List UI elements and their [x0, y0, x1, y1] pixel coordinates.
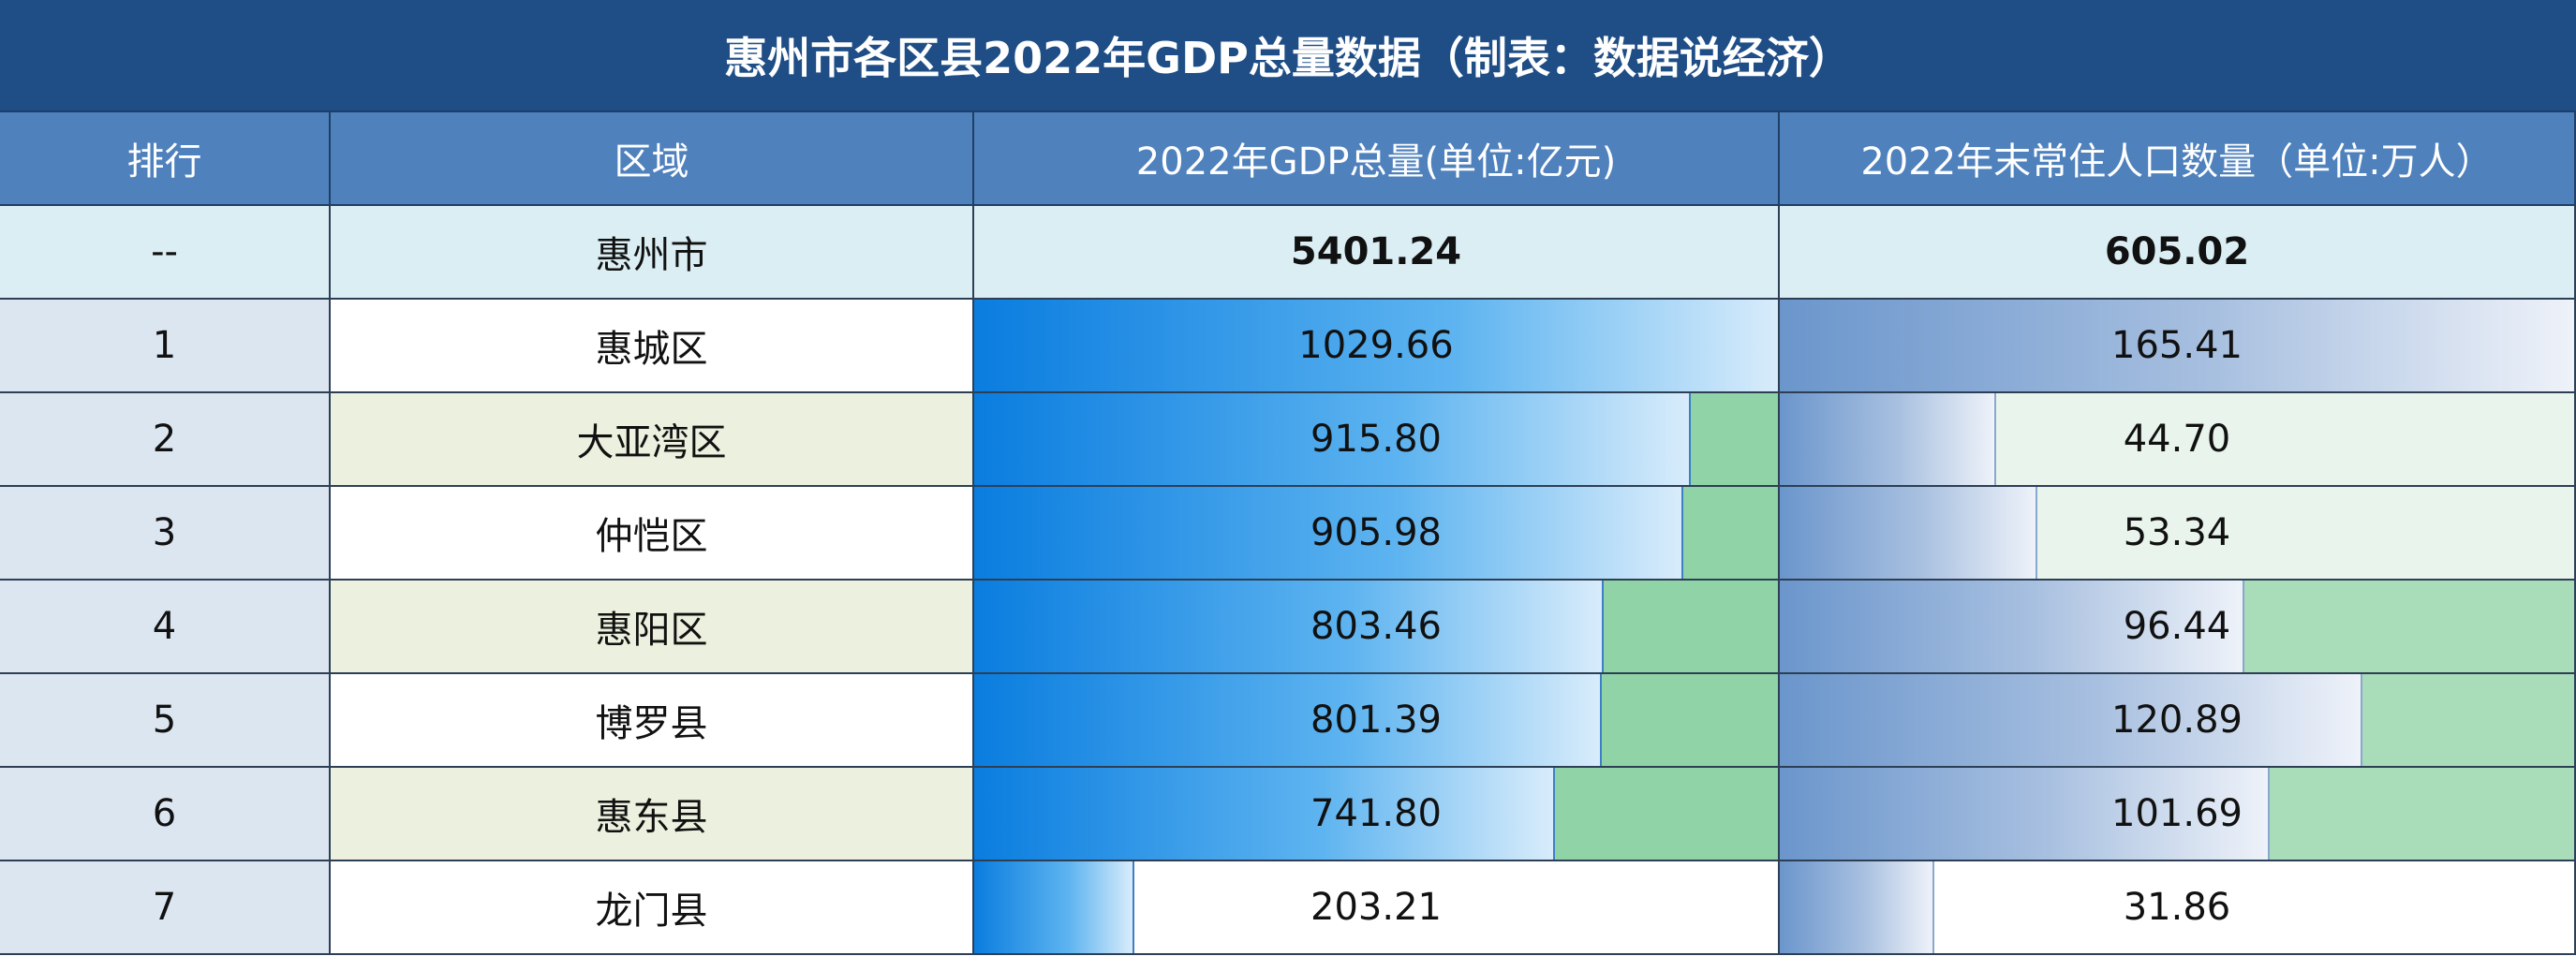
population-cell: 31.86 — [1780, 861, 2576, 955]
region-cell: 龙门县 — [331, 861, 974, 955]
rank-cell-text: 5 — [152, 699, 177, 742]
gdp-cell: 803.46 — [974, 581, 1780, 674]
region-cell: 大亚湾区 — [331, 393, 974, 487]
region-cell-text: 惠东县 — [595, 796, 708, 839]
rank-cell: 1 — [0, 300, 331, 393]
rank-cell: 6 — [0, 768, 331, 861]
header-region: 区域 — [331, 112, 974, 206]
gdp-cell-text: 203.21 — [1310, 886, 1442, 929]
table-row: 4 惠阳区 803.46 96.44 — [0, 581, 2576, 674]
table-row-total: -- 惠州市 5401.24 605.02 — [0, 206, 2576, 300]
rank-cell: 7 — [0, 861, 331, 955]
population-cell: 101.69 — [1780, 768, 2576, 861]
population-cell-text: 44.70 — [2123, 418, 2231, 461]
population-bar — [1780, 861, 1935, 953]
region-cell: 惠东县 — [331, 768, 974, 861]
region-cell-text: 仲恺区 — [595, 515, 708, 558]
gdp-bar — [974, 768, 1556, 860]
population-bar — [1780, 674, 2362, 766]
region-cell-text: 惠州市 — [595, 234, 708, 277]
population-cell-text: 101.69 — [2111, 792, 2243, 835]
gdp-bar — [974, 487, 1683, 579]
rank-cell-text: 3 — [152, 511, 177, 554]
region-cell: 惠城区 — [331, 300, 974, 393]
rank-cell-text: 2 — [152, 418, 177, 461]
header-gdp: 2022年GDP总量(单位:亿元) — [974, 112, 1780, 206]
population-cell: 44.70 — [1780, 393, 2576, 487]
gdp-bar — [974, 300, 1778, 391]
population-bar — [1780, 300, 2574, 391]
table-row: 3 仲恺区 905.98 53.34 — [0, 487, 2576, 581]
gdp-cell-text: 5401.24 — [1290, 230, 1462, 273]
region-cell-text: 博罗县 — [595, 702, 708, 745]
rank-cell: 5 — [0, 674, 331, 768]
gdp-cell-text: 905.98 — [1310, 511, 1442, 554]
gdp-cell: 905.98 — [974, 487, 1780, 581]
population-cell: 53.34 — [1780, 487, 2576, 581]
population-cell-text: 605.02 — [2104, 230, 2250, 273]
rank-cell-text: 4 — [152, 605, 177, 648]
rank-cell: 2 — [0, 393, 331, 487]
region-cell-text: 惠城区 — [595, 328, 708, 371]
rank-cell-text: 1 — [152, 324, 177, 367]
gdp-bar — [974, 674, 1602, 766]
gdp-bar — [974, 861, 1135, 953]
gdp-cell: 801.39 — [974, 674, 1780, 768]
rank-cell-text: -- — [151, 230, 178, 273]
rank-cell: 3 — [0, 487, 331, 581]
table-title: 惠州市各区县2022年GDP总量数据（制表：数据说经济） — [0, 0, 2576, 112]
region-cell: 博罗县 — [331, 674, 974, 768]
table-row: 6 惠东县 741.80 101.69 — [0, 768, 2576, 861]
population-cell-text: 53.34 — [2123, 511, 2231, 554]
population-cell: 120.89 — [1780, 674, 2576, 768]
table-row: 2 大亚湾区 915.80 44.70 — [0, 393, 2576, 487]
table-row: 7 龙门县 203.21 31.86 — [0, 861, 2576, 955]
gdp-bar — [974, 393, 1692, 485]
population-bar — [1780, 487, 2038, 579]
gdp-cell-text: 915.80 — [1310, 418, 1442, 461]
region-cell-text: 龙门县 — [595, 890, 708, 933]
gdp-cell: 203.21 — [974, 861, 1780, 955]
region-cell-text: 大亚湾区 — [576, 421, 727, 464]
gdp-cell: 5401.24 — [974, 206, 1780, 300]
table-row: 1 惠城区 1029.66 165.41 — [0, 300, 2576, 393]
population-bar — [1780, 581, 2245, 672]
region-cell: 仲恺区 — [331, 487, 974, 581]
header-rank: 排行 — [0, 112, 331, 206]
rank-cell: -- — [0, 206, 331, 300]
table-title-text: 惠州市各区县2022年GDP总量数据（制表：数据说经济） — [724, 33, 1852, 83]
gdp-bar — [974, 581, 1604, 672]
gdp-cell: 741.80 — [974, 768, 1780, 861]
gdp-cell-text: 803.46 — [1310, 605, 1442, 648]
population-cell-text: 120.89 — [2111, 699, 2243, 742]
population-cell-text: 165.41 — [2111, 324, 2243, 367]
rank-cell-text: 6 — [152, 792, 177, 835]
population-cell: 605.02 — [1780, 206, 2576, 300]
region-cell: 惠州市 — [331, 206, 974, 300]
gdp-cell: 915.80 — [974, 393, 1780, 487]
region-cell-text: 惠阳区 — [595, 609, 708, 652]
region-cell: 惠阳区 — [331, 581, 974, 674]
population-cell-text: 96.44 — [2123, 605, 2231, 648]
gdp-cell-text: 801.39 — [1310, 699, 1442, 742]
gdp-cell-text: 1029.66 — [1298, 324, 1454, 367]
header-population: 2022年末常住人口数量（单位:万人） — [1780, 112, 2576, 206]
population-cell: 165.41 — [1780, 300, 2576, 393]
population-cell-text: 31.86 — [2123, 886, 2231, 929]
rank-cell: 4 — [0, 581, 331, 674]
population-bar — [1780, 393, 1997, 485]
population-bar — [1780, 768, 2271, 860]
rank-cell-text: 7 — [152, 886, 177, 929]
population-cell: 96.44 — [1780, 581, 2576, 674]
gdp-cell-text: 741.80 — [1310, 792, 1442, 835]
table-row: 5 博罗县 801.39 120.89 — [0, 674, 2576, 768]
gdp-cell: 1029.66 — [974, 300, 1780, 393]
